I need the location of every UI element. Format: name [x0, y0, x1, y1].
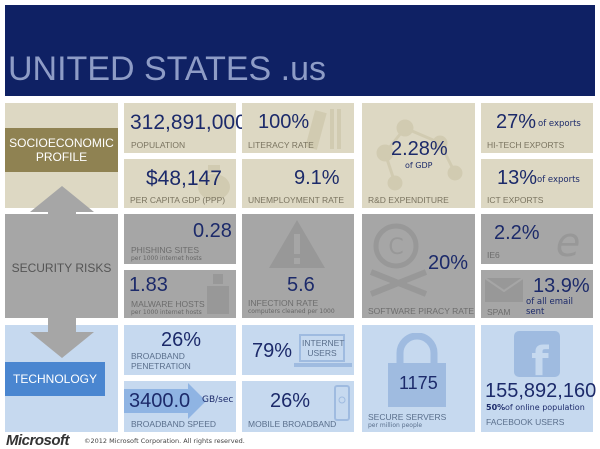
- facebook-suffix: of online population: [505, 403, 585, 412]
- facebook-value: 155,892,160: [485, 380, 597, 402]
- double-arrow-icon: [30, 186, 94, 358]
- arrow-right-icon: [124, 383, 206, 419]
- hitech-label: HI-TECH EXPORTS: [487, 140, 565, 150]
- security-category-label: SECURITY RISKS: [11, 261, 112, 275]
- ict-tile: 13% of exports ICT EXPORTS: [481, 159, 593, 208]
- ie-logo-icon: e: [556, 220, 581, 260]
- mobile-value: 26%: [270, 390, 311, 412]
- socio-category-label: SOCIOECONOMIC PROFILE: [5, 128, 118, 172]
- page-title: UNITED STATES .us: [8, 50, 327, 88]
- literacy-tile: 100% LITERACY RATE: [242, 103, 354, 153]
- rnd-value: 2.28%: [391, 138, 448, 160]
- books-icon: [305, 109, 341, 150]
- copyright-text: ©2012 Microsoft Corporation. All rights …: [84, 437, 245, 445]
- rnd-label: R&D EXPENDITURE: [368, 195, 449, 205]
- literacy-value: 100%: [258, 111, 310, 133]
- speed-unit: GB/sec: [202, 395, 234, 405]
- unemployment-value: 9.1%: [294, 167, 340, 189]
- mobile-label: MOBILE BROADBAND: [248, 419, 337, 429]
- phishing-value: 0.28: [193, 220, 232, 242]
- unemployment-tile: 9.1% UNEMPLOYMENT RATE: [242, 159, 354, 208]
- facebook-tile: f 155,892,160 50% of online population F…: [481, 325, 597, 432]
- ie6-tile: e 2.2% IE6: [481, 214, 593, 264]
- unemployment-label: UNEMPLOYMENT RATE: [248, 195, 345, 205]
- envelope-icon: [485, 278, 523, 302]
- infection-label: INFECTION RATE: [248, 298, 319, 308]
- ie6-label: IE6: [487, 250, 500, 260]
- microsoft-logo: Microsoft: [6, 432, 70, 449]
- speed-label: BROADBAND SPEED: [131, 419, 217, 429]
- malware-label: MALWARE HOSTS: [131, 299, 205, 309]
- technology-category-label: TECHNOLOGY: [5, 362, 105, 396]
- facebook-pct: 50%: [486, 403, 506, 412]
- piracy-value: 20%: [428, 252, 469, 274]
- internet-value: 79%: [252, 340, 293, 362]
- servers-value: 1175: [399, 373, 438, 393]
- penetration-value: 26%: [161, 329, 202, 351]
- gdp-value: $48,147: [146, 167, 222, 190]
- svg-text:C: C: [388, 235, 403, 260]
- servers-label: SECURE SERVERS: [368, 412, 447, 422]
- gdp-tile: $48,147 PER CAPITA GDP (PPP): [124, 159, 236, 208]
- spam-value: 13.9%: [533, 275, 590, 297]
- ie6-value: 2.2%: [494, 222, 540, 244]
- spam-tile: 13.9% of all email sent SPAM: [481, 270, 593, 318]
- infection-sub: computers cleaned per 1000: [248, 308, 335, 315]
- spam-suffix: of all email sent: [526, 297, 573, 317]
- internet-users-tile: 79% INTERNET USERS: [242, 325, 354, 375]
- piracy-label: SOFTWARE PIRACY RATE: [368, 306, 475, 316]
- phishing-label: PHISHING SITES: [131, 245, 200, 255]
- ict-value: 13%: [497, 167, 538, 189]
- piracy-tile: C 20% SOFTWARE PIRACY RATE: [362, 214, 475, 318]
- header-banner: [5, 5, 595, 96]
- population-value: 312,891,000: [130, 111, 247, 134]
- svg-text:f: f: [531, 339, 549, 377]
- servers-sub: per million people: [368, 422, 423, 429]
- phishing-sub: per 1000 internet hosts: [131, 255, 202, 262]
- penetration-tile: 26% BROADBAND PENETRATION: [124, 325, 236, 375]
- internet-label: INTERNET USERS: [302, 338, 345, 358]
- hitech-tile: 27% of exports HI-TECH EXPORTS: [481, 103, 593, 153]
- population-tile: 312,891,000 POPULATION: [124, 103, 247, 153]
- mobile-tile: 26% MOBILE BROADBAND: [242, 381, 354, 432]
- malware-value: 1.83: [129, 274, 168, 296]
- gdp-label: PER CAPITA GDP (PPP): [130, 195, 226, 205]
- speed-value: 3400.0: [129, 390, 191, 412]
- warning-icon: [269, 220, 325, 268]
- rnd-suffix: of GDP: [405, 161, 433, 170]
- penetration-label: BROADBAND PENETRATION: [131, 351, 191, 371]
- facebook-icon: f: [514, 331, 560, 377]
- infection-tile: 5.6 INFECTION RATE computers cleaned per…: [242, 214, 354, 318]
- infection-value: 5.6: [287, 274, 315, 296]
- rnd-tile: 2.28% of GDP R&D EXPENDITURE: [362, 103, 475, 208]
- hitech-suffix: of exports: [538, 119, 581, 129]
- malware-sub: per 1000 internet hosts: [131, 309, 202, 316]
- spam-label: SPAM: [487, 307, 511, 317]
- phishing-tile: 0.28 PHISHING SITES per 1000 internet ho…: [124, 214, 236, 264]
- servers-tile: 1175 SECURE SERVERS per million people: [362, 325, 475, 432]
- facebook-label: FACEBOOK USERS: [486, 417, 565, 427]
- copyright-skull-icon: C: [369, 223, 428, 297]
- population-label: POPULATION: [131, 140, 186, 150]
- laptop-icon: [294, 334, 352, 367]
- phone-icon: [334, 385, 350, 421]
- literacy-label: LITERACY RATE: [248, 140, 314, 150]
- molecule-icon: [376, 119, 463, 191]
- ict-suffix: of exports: [537, 175, 580, 185]
- svg-text:e: e: [556, 220, 581, 260]
- speed-tile: 3400.0 GB/sec BROADBAND SPEED: [124, 381, 236, 432]
- hitech-value: 27%: [496, 111, 537, 133]
- malware-tile: 1.83 MALWARE HOSTS per 1000 internet hos…: [124, 270, 236, 318]
- ict-label: ICT EXPORTS: [487, 195, 544, 205]
- money-bag-icon: [198, 165, 230, 200]
- poison-bottle-icon: [207, 274, 229, 314]
- padlock-icon: [388, 333, 446, 407]
